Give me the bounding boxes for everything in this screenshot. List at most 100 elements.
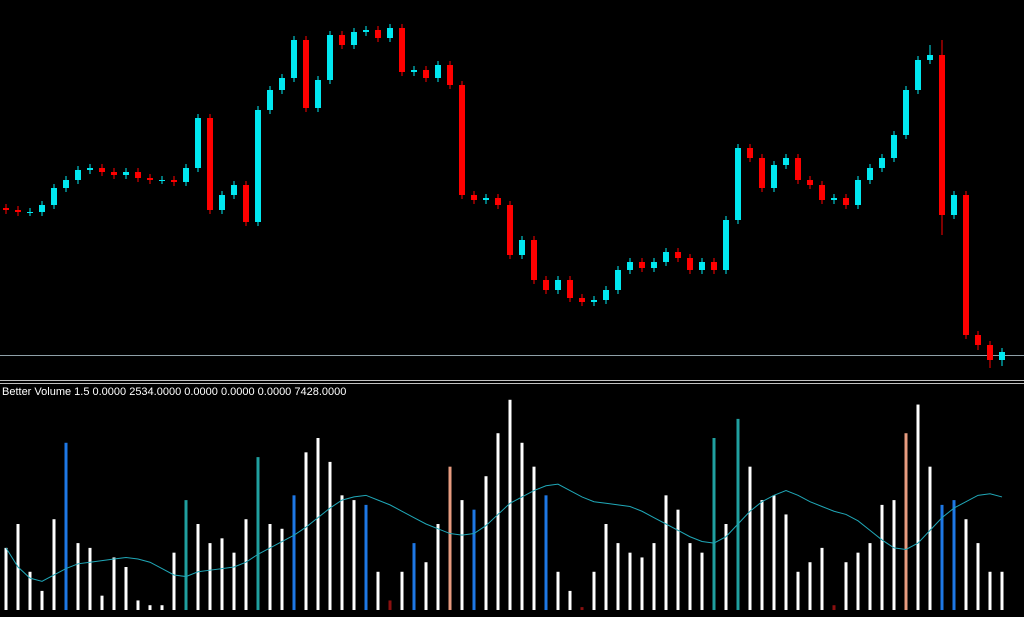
candle-body [255, 110, 261, 222]
volume-bar [748, 466, 752, 610]
volume-bar [772, 495, 776, 610]
volume-bar [988, 571, 992, 610]
candle-body [663, 252, 669, 262]
volume-bar [196, 524, 200, 610]
candle-body [87, 168, 93, 170]
candle-body [939, 55, 945, 215]
candle-body [495, 198, 501, 205]
candle-body [291, 40, 297, 78]
candle-body [423, 70, 429, 78]
candle-body [735, 148, 741, 220]
volume-average [5, 483, 1003, 582]
volume-bar [280, 528, 284, 610]
volume-bar [940, 504, 944, 610]
candle-body [639, 262, 645, 268]
volume-bar [688, 543, 692, 610]
volume-bar [160, 605, 164, 610]
candle-body [783, 158, 789, 165]
candle-body [315, 80, 321, 108]
volume-bar [724, 524, 728, 610]
volume-bar [964, 519, 968, 610]
volume-bar [232, 552, 236, 610]
candle-body [843, 198, 849, 205]
volume-bar [388, 600, 392, 610]
candle-body [591, 300, 597, 302]
candle-body [507, 205, 513, 255]
candle-body [747, 148, 753, 158]
candle-body [915, 60, 921, 90]
candle-body [795, 158, 801, 180]
candle-body [627, 262, 633, 270]
volume-bar [40, 590, 44, 610]
candle-body [651, 262, 657, 268]
candle-body [603, 290, 609, 300]
candle-body [15, 210, 21, 212]
volume-bar [976, 543, 980, 610]
volume-bar [832, 605, 836, 610]
volume-bar [856, 552, 860, 610]
volume-bar [736, 418, 740, 610]
candle-body [567, 280, 573, 298]
volume-bar [52, 519, 56, 610]
candle-body [327, 35, 333, 80]
candle-body [675, 252, 681, 258]
candle-body [51, 188, 57, 205]
volume-bar [592, 571, 596, 610]
candle-body [615, 270, 621, 290]
candle-body [543, 280, 549, 290]
volume-bar [316, 438, 320, 610]
volume-bar [292, 495, 296, 610]
candle-body [411, 70, 417, 72]
candle-body [519, 240, 525, 255]
volume-bar [616, 543, 620, 610]
candle-body [243, 185, 249, 222]
candle-body [39, 205, 45, 212]
candle-body [435, 65, 441, 78]
volume-bar [256, 457, 260, 610]
candle-body [231, 185, 237, 195]
candle-body [723, 220, 729, 270]
candle-body [351, 32, 357, 45]
volume-bar [340, 495, 344, 610]
candle-body [555, 280, 561, 290]
candle-body [171, 180, 177, 182]
volume-bar [484, 476, 488, 610]
volume-bar [784, 514, 788, 610]
volume-bar [868, 543, 872, 610]
candle-body [387, 28, 393, 38]
volume-bar [580, 607, 584, 610]
volume-bar [184, 500, 188, 610]
candle-body [279, 78, 285, 90]
volume-bar [100, 595, 104, 610]
volume-bar [808, 562, 812, 610]
candle-body [999, 352, 1005, 360]
volume-bar [568, 590, 572, 610]
candle-body [3, 208, 9, 210]
candle-body [963, 195, 969, 335]
candle-body [75, 170, 81, 180]
candle-body [903, 90, 909, 135]
candle-body [819, 185, 825, 200]
candle-body [867, 168, 873, 180]
volume-bar [448, 466, 452, 610]
candle-body [879, 158, 885, 168]
candle-body [123, 172, 129, 175]
volume-bar [400, 571, 404, 610]
volume-bar [436, 524, 440, 610]
volume-bar [124, 567, 128, 610]
volume-bar [508, 399, 512, 610]
volume-bar [844, 562, 848, 610]
volume-bar [952, 500, 956, 610]
volume-bar [676, 509, 680, 610]
volume-bar [64, 442, 68, 610]
candle-body [471, 195, 477, 200]
candle-body [927, 55, 933, 60]
volume-bar [820, 547, 824, 610]
volume-bar [148, 605, 152, 610]
volume-bar [244, 519, 248, 610]
candle-body [831, 198, 837, 200]
candle-body [807, 180, 813, 185]
